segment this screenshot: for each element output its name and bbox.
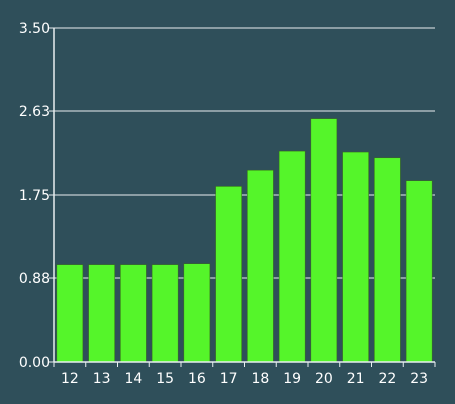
bar-21 [342,151,369,363]
bar-12 [56,264,84,363]
x-tick-label: 16 [188,371,206,387]
y-axis-tick-labels: 0.00 0.88 1.75 2.63 3.50 [19,21,50,371]
bar-14 [120,264,147,363]
x-tick-label: 14 [124,371,142,387]
y-tick-label: 3.50 [19,21,50,37]
x-tick-label: 12 [61,371,79,387]
grid-lines [54,27,435,279]
bar-17 [215,186,242,363]
x-tick-label: 18 [251,371,269,387]
x-axis-tick-labels: 12 13 14 15 16 17 18 19 20 21 22 23 [61,371,428,387]
x-tick-label: 21 [347,371,365,387]
x-tick-label: 15 [156,371,174,387]
x-tick-label: 23 [410,371,428,387]
bar-16 [183,263,211,363]
y-tick-label: 0.88 [19,271,50,287]
bar-20 [310,118,338,363]
x-tick-label: 17 [220,371,238,387]
x-tick-label: 22 [378,371,396,387]
bar-15 [151,264,179,363]
bar-23 [405,180,433,363]
x-tick-label: 20 [315,371,333,387]
y-tick-label: 2.63 [19,104,50,120]
y-tick-label: 1.75 [19,188,50,204]
bar-13 [88,264,115,363]
y-tick-label: 0.00 [19,355,50,371]
bar-22 [374,157,401,363]
axes [49,27,436,367]
bars [56,118,433,363]
bar-19 [278,150,306,363]
x-tick-label: 19 [283,371,301,387]
bar-18 [247,169,274,363]
x-tick-label: 13 [93,371,111,387]
